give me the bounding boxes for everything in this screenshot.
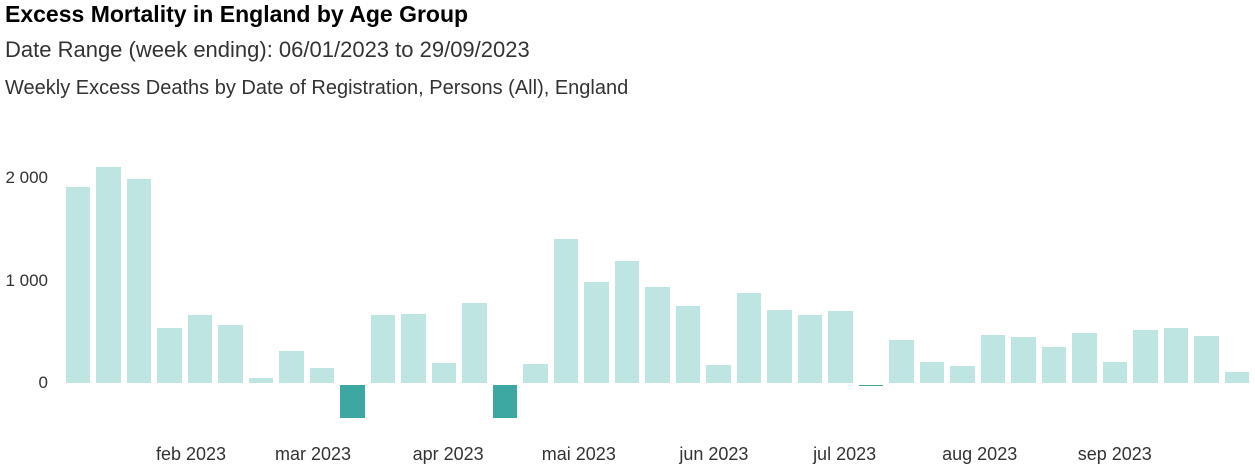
- bar[interactable]: [65, 187, 90, 384]
- bar[interactable]: [126, 178, 151, 384]
- bar[interactable]: [1072, 333, 1097, 384]
- bar[interactable]: [1224, 372, 1249, 384]
- x-axis-label: sep 2023: [1077, 444, 1152, 464]
- bar[interactable]: [187, 314, 212, 384]
- x-axis-label: mar 2023: [275, 444, 352, 464]
- y-axis-label: 0: [38, 373, 48, 392]
- bar[interactable]: [797, 314, 822, 384]
- bar[interactable]: [645, 287, 670, 384]
- bar[interactable]: [858, 384, 883, 387]
- bar[interactable]: [614, 260, 639, 384]
- bar[interactable]: [1163, 328, 1188, 384]
- bar[interactable]: [340, 384, 365, 419]
- page-title: Excess Mortality in England by Age Group: [5, 1, 469, 27]
- bar[interactable]: [675, 305, 700, 384]
- bar[interactable]: [462, 302, 487, 384]
- bar[interactable]: [96, 166, 121, 384]
- bar[interactable]: [1133, 330, 1158, 384]
- x-axis-label: feb 2023: [155, 444, 227, 464]
- bar[interactable]: [1194, 336, 1219, 384]
- bar[interactable]: [218, 325, 243, 384]
- bar[interactable]: [523, 364, 548, 384]
- bar[interactable]: [980, 335, 1005, 384]
- chart-description: Weekly Excess Deaths by Date of Registra…: [5, 77, 629, 99]
- bar[interactable]: [309, 368, 334, 384]
- bar[interactable]: [584, 282, 609, 384]
- bar[interactable]: [1011, 337, 1036, 384]
- bar[interactable]: [767, 309, 792, 384]
- bar[interactable]: [370, 314, 395, 384]
- bar[interactable]: [492, 384, 517, 419]
- x-axis-label: aug 2023: [942, 444, 1018, 464]
- bar[interactable]: [889, 339, 914, 384]
- bar[interactable]: [1102, 362, 1127, 384]
- x-axis-label: jul 2023: [813, 444, 877, 464]
- bar[interactable]: [401, 313, 426, 384]
- x-axis-label: jun 2023: [679, 444, 749, 464]
- y-axis-label: 1 000: [5, 270, 48, 290]
- bar[interactable]: [828, 310, 853, 384]
- bar[interactable]: [1041, 346, 1066, 384]
- bar[interactable]: [248, 378, 273, 384]
- bar[interactable]: [736, 293, 761, 384]
- bar[interactable]: [431, 363, 456, 384]
- x-axis-label: apr 2023: [412, 444, 484, 464]
- date-range-subtitle: Date Range (week ending): 06/01/2023 to …: [5, 37, 530, 62]
- bar[interactable]: [950, 366, 975, 384]
- bar[interactable]: [706, 365, 731, 384]
- bar[interactable]: [157, 328, 182, 384]
- bar[interactable]: [279, 350, 304, 384]
- bar[interactable]: [553, 239, 578, 384]
- bar[interactable]: [919, 362, 944, 384]
- y-axis-label: 2 000: [5, 168, 48, 188]
- x-axis-label: mai 2023: [541, 444, 616, 464]
